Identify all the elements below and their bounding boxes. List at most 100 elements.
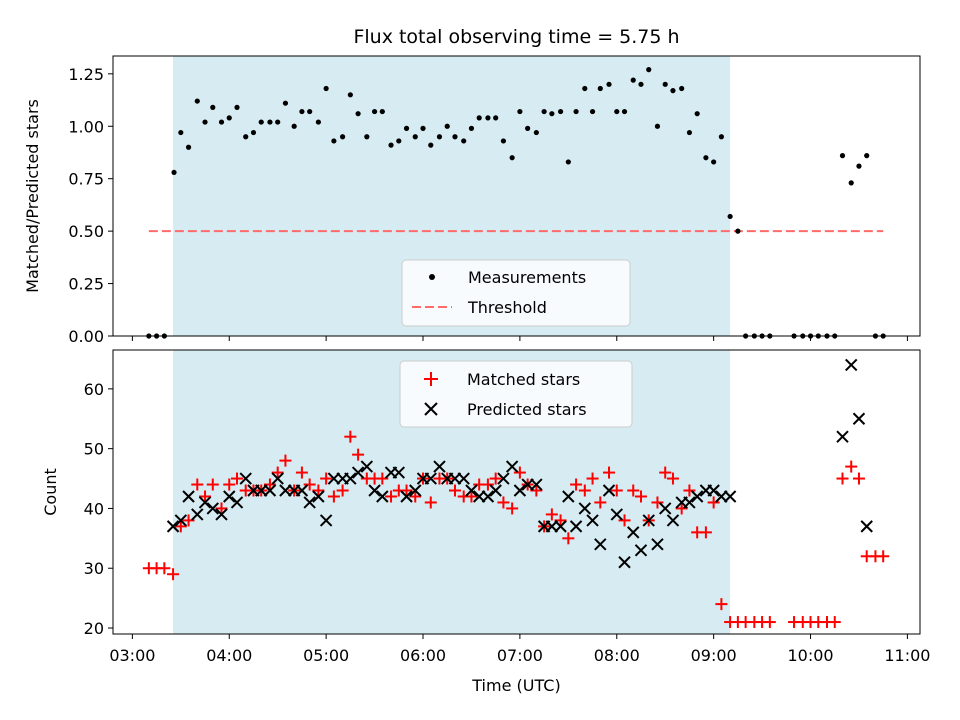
y-tick-label: 30	[84, 559, 104, 578]
predicted-star-point	[351, 466, 365, 479]
legend-predicted-label: Predicted stars	[467, 400, 587, 419]
predicted-star-point	[409, 484, 422, 497]
predicted-star-point	[497, 472, 510, 485]
matched-star-point	[618, 514, 631, 527]
measurement-point	[178, 129, 184, 136]
matched-star-point	[699, 526, 712, 539]
measurement-point	[525, 125, 531, 131]
y-tick-label: 0.50	[68, 222, 104, 241]
matched-star-point	[634, 490, 647, 503]
matched-star-point	[465, 490, 478, 503]
measurement-point	[299, 108, 305, 115]
measurement-point	[307, 108, 313, 115]
legend-matched-label: Matched stars	[467, 370, 580, 389]
matched-star-point	[191, 478, 204, 491]
measurement-point	[549, 111, 555, 117]
top-plot-frame	[112, 55, 921, 337]
y-tick-label: 20	[84, 619, 104, 638]
y-tick-label: 1.00	[68, 117, 104, 136]
measurement-point	[557, 108, 564, 115]
measurement-point	[452, 134, 458, 140]
x-tick-label: 08:00	[594, 646, 640, 665]
matched-star-point	[763, 616, 776, 629]
measurement-point	[662, 81, 668, 87]
matched-star-point	[312, 484, 325, 497]
predicted-star-point	[206, 502, 219, 515]
measurement-point	[243, 134, 249, 140]
measurement-point	[597, 85, 603, 92]
matched-star-point	[295, 466, 308, 479]
predicted-star-point	[223, 490, 236, 503]
top-legend: Measurements Threshold	[401, 259, 631, 327]
matched-star-point	[215, 502, 228, 515]
measurement-point	[856, 163, 862, 169]
x-tick-label: 04:00	[206, 646, 252, 665]
measurement-point	[533, 129, 539, 136]
predicted-star-point	[344, 472, 357, 485]
predicted-star-point	[602, 484, 616, 497]
matched-star-point	[352, 448, 365, 461]
matched-star-point	[320, 472, 333, 485]
predicted-star-point	[594, 538, 607, 551]
predicted-star-point	[860, 520, 873, 533]
predicted-star-point	[376, 490, 389, 503]
measurement-point	[185, 144, 192, 150]
matched-star-point	[707, 496, 720, 509]
matched-star-point	[400, 484, 413, 497]
matched-star-point	[279, 454, 292, 467]
matched-star-point	[271, 466, 284, 479]
measurement-point	[331, 138, 337, 144]
legend-measurements-marker	[429, 274, 435, 280]
predicted-star-point	[627, 526, 640, 539]
measurement-point	[371, 108, 378, 115]
predicted-star-point	[368, 484, 381, 497]
bottom-plot-frame	[112, 349, 921, 635]
x-tick-label: 03:00	[109, 646, 155, 665]
matched-star-point	[303, 478, 316, 491]
measurement-point	[202, 119, 208, 125]
top-x-ticks	[131, 336, 908, 341]
measurement-point	[171, 169, 177, 176]
predicted-star-point	[634, 544, 648, 557]
legend-threshold-label: Threshold	[467, 298, 547, 317]
matched-star-point	[199, 490, 212, 503]
measurement-point	[679, 85, 685, 92]
x-tick-label: 06:00	[400, 646, 446, 665]
x-tick-label: 09:00	[691, 646, 737, 665]
matched-star-point	[715, 598, 728, 611]
matched-star-point	[666, 472, 679, 485]
matched-star-point	[206, 478, 219, 491]
x-tick-label: 10:00	[787, 646, 833, 665]
matched-star-point	[167, 568, 180, 581]
matched-star-point	[174, 520, 187, 533]
predicted-star-point	[457, 472, 470, 485]
measurement-point	[275, 119, 281, 125]
measurement-point	[500, 138, 507, 144]
measurement-point	[347, 92, 353, 98]
measurement-point	[630, 77, 636, 83]
measurement-point	[589, 108, 596, 115]
bottom-legend: Matched stars Predicted stars	[399, 360, 633, 428]
predicted-star-point	[166, 520, 180, 533]
measurement-point	[848, 180, 854, 186]
matched-stars-points	[142, 430, 890, 629]
matched-star-point	[448, 484, 461, 497]
top-panel: 0.00 0.25 0.50 0.75 1.00 1.25 Flux total obse…	[23, 26, 921, 346]
predicted-star-point	[707, 484, 720, 497]
measurement-point	[218, 119, 225, 125]
measurement-point	[621, 108, 628, 115]
measurement-point	[428, 142, 434, 148]
measurement-point	[461, 138, 467, 144]
predicted-star-point	[182, 490, 195, 503]
y-tick-label: 60	[84, 380, 104, 399]
measurement-point	[436, 134, 443, 140]
matched-star-point	[610, 484, 623, 497]
predicted-star-point	[360, 460, 374, 473]
measurement-point	[396, 138, 402, 144]
measurement-point	[210, 104, 216, 110]
measurement-point	[718, 134, 724, 140]
matched-star-point	[877, 550, 890, 563]
predicted-star-point	[312, 490, 325, 503]
legend-measurements-label: Measurements	[468, 268, 586, 287]
predicted-star-point	[554, 520, 567, 533]
